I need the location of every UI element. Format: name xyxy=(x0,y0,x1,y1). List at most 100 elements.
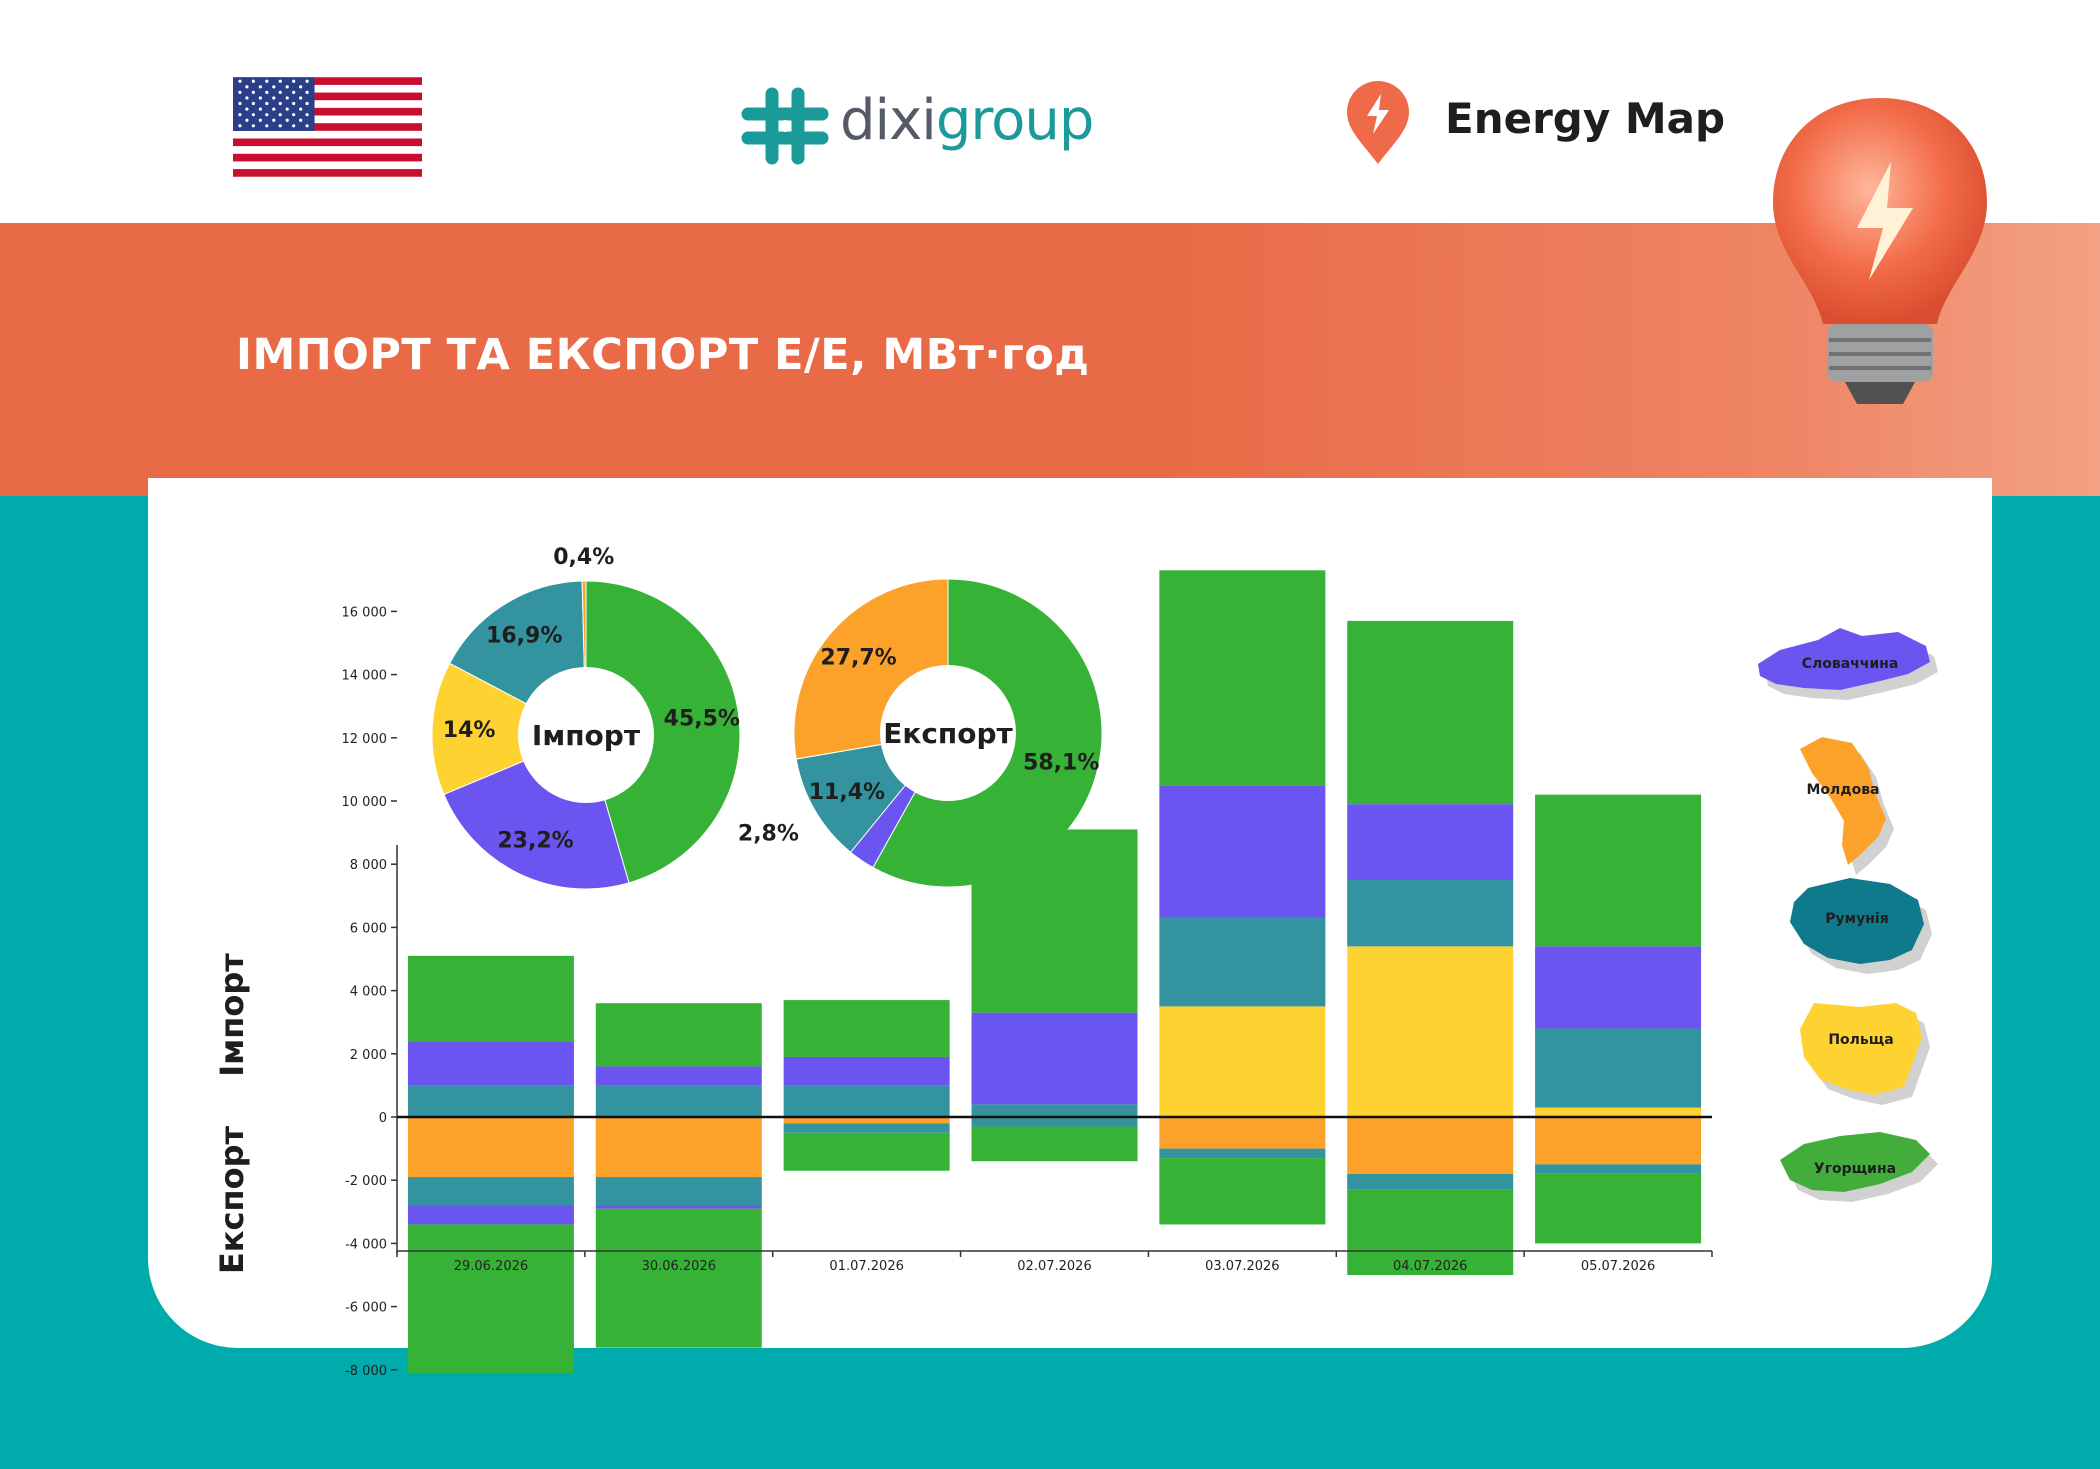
pie-data-label: 0,4% xyxy=(553,545,614,570)
pie-data-label: 45,5% xyxy=(664,707,740,732)
bar-segment-import[interactable] xyxy=(1535,1028,1702,1108)
poland-map-icon xyxy=(1800,1003,1922,1095)
bar-segment-import[interactable] xyxy=(407,1085,574,1117)
bar-segment-import[interactable] xyxy=(783,1056,950,1086)
x-tick-label: 04.07.2026 xyxy=(1393,1259,1467,1274)
hungary-map-icon xyxy=(1780,1132,1930,1192)
bar-segment-import[interactable] xyxy=(595,1066,762,1086)
x-tick-label: 05.07.2026 xyxy=(1581,1259,1655,1274)
bar-segment-export[interactable] xyxy=(971,1117,1138,1127)
bar-segment-export[interactable] xyxy=(595,1177,762,1206)
bar-segment-export[interactable] xyxy=(1535,1117,1702,1165)
bar-segment-export[interactable] xyxy=(971,1126,1138,1162)
bar-segment-export[interactable] xyxy=(407,1117,574,1178)
bar-segment-import[interactable] xyxy=(971,829,1138,1013)
dixigroup-logo-icon xyxy=(741,87,829,165)
bar-segment-import[interactable] xyxy=(783,1085,950,1117)
pie-data-label: 16,9% xyxy=(486,624,562,649)
bar-segment-import[interactable] xyxy=(1347,620,1514,805)
legend-item[interactable]: Румунія xyxy=(1790,878,1932,974)
pie-hole xyxy=(880,665,1016,801)
pie-data-label: 2,8% xyxy=(738,821,799,846)
bar-segment-export[interactable] xyxy=(783,1132,950,1171)
y-tick-label: 8 000 xyxy=(350,858,387,873)
bar-segment-import[interactable] xyxy=(783,1000,950,1057)
bar-segment-import[interactable] xyxy=(1159,570,1326,786)
legend-label: Молдова xyxy=(1806,782,1879,798)
romania-map-icon xyxy=(1790,878,1924,964)
bar-segment-export[interactable] xyxy=(595,1117,762,1178)
energy-map-text: Energy Map xyxy=(1445,94,1726,143)
bar-segment-export[interactable] xyxy=(407,1224,574,1373)
bar-segment-import[interactable] xyxy=(1347,946,1514,1117)
y-tick-label: -2 000 xyxy=(345,1174,387,1189)
pie-export: 58,1% 2,8% 11,4% 27,7% Експорт xyxy=(738,578,1103,888)
y-tick-label: 16 000 xyxy=(342,605,388,620)
pie-hole xyxy=(518,667,654,803)
bar-segment-import[interactable] xyxy=(1159,917,1326,1007)
pie-slice[interactable] xyxy=(431,662,588,796)
bar-segment-export[interactable] xyxy=(1535,1173,1702,1244)
bar-segment-import[interactable] xyxy=(971,1104,1138,1117)
brand-name: dixigroup xyxy=(840,88,1094,153)
bar-segment-export[interactable] xyxy=(783,1123,950,1133)
pie-import: 45,5% 23,2% 14% 16,9% 0,4% Імпорт xyxy=(431,545,741,890)
lightbulb-icon xyxy=(1773,98,1987,404)
y-tick-label: 6 000 xyxy=(350,921,387,936)
energy-map-logo[interactable]: Energy Map xyxy=(1343,80,1726,166)
y-label-export: Експорт xyxy=(213,1126,251,1275)
y-tick-label: -4 000 xyxy=(345,1237,387,1252)
bar-segment-export[interactable] xyxy=(1347,1189,1514,1275)
bar-segment-import[interactable] xyxy=(595,1085,762,1117)
bar-segment-import[interactable] xyxy=(1347,880,1514,947)
bar-segment-export[interactable] xyxy=(1159,1148,1326,1159)
bar-segment-import[interactable] xyxy=(1535,946,1702,1029)
legend-label: Польща xyxy=(1828,1032,1893,1048)
bar-segment-import[interactable] xyxy=(407,955,574,1042)
legend-item[interactable]: Словаччина xyxy=(1758,628,1938,700)
header: dixigroup Energy Map xyxy=(0,0,2100,223)
bar-segment-import[interactable] xyxy=(407,1041,574,1086)
legend-item[interactable]: Молдова xyxy=(1800,737,1894,875)
y-tick-label: 4 000 xyxy=(350,985,387,1000)
title-banner xyxy=(0,223,2100,496)
pie-slice[interactable] xyxy=(585,580,741,884)
pie-data-label: 11,4% xyxy=(809,780,885,805)
x-tick-label: 02.07.2026 xyxy=(1017,1259,1091,1274)
pie-center-title: Імпорт xyxy=(532,719,641,752)
bar-segment-export[interactable] xyxy=(783,1117,950,1124)
y-tick-label: 2 000 xyxy=(350,1048,387,1063)
y-tick-label: 12 000 xyxy=(342,732,388,747)
bar-segment-export[interactable] xyxy=(1535,1164,1702,1174)
bar-segment-import[interactable] xyxy=(595,1003,762,1067)
bar-segment-export[interactable] xyxy=(1159,1117,1326,1149)
y-tick-label: 10 000 xyxy=(342,795,388,810)
us-flag-icon[interactable] xyxy=(233,77,422,177)
bar-segment-import[interactable] xyxy=(1159,785,1326,918)
bar-segment-export[interactable] xyxy=(595,1208,762,1348)
bar-segment-import[interactable] xyxy=(971,1012,1138,1105)
pie-data-label: 23,2% xyxy=(497,829,573,854)
bar-segment-import[interactable] xyxy=(1159,1006,1326,1117)
dixigroup-logo[interactable]: dixigroup xyxy=(740,84,1110,168)
bar-segment-import[interactable] xyxy=(1535,1107,1702,1117)
x-tick-label: 01.07.2026 xyxy=(829,1259,903,1274)
lightning-pin-icon xyxy=(1347,81,1409,164)
moldova-map-icon xyxy=(1800,737,1886,865)
bar-segment-import[interactable] xyxy=(1535,794,1702,947)
bar-segment-export[interactable] xyxy=(407,1177,574,1206)
bar-segment-export[interactable] xyxy=(595,1205,762,1209)
legend-item[interactable]: Польща xyxy=(1800,1003,1930,1105)
legend: Словаччина Молдова Румунія Польща Угорщина xyxy=(1758,628,1938,1202)
bar-segment-export[interactable] xyxy=(407,1205,574,1225)
x-tick-label: 29.06.2026 xyxy=(454,1259,528,1274)
bar-segment-export[interactable] xyxy=(1347,1173,1514,1190)
bar-segment-import[interactable] xyxy=(1347,804,1514,880)
bar-segment-export[interactable] xyxy=(1159,1158,1326,1225)
slovakia-map-icon xyxy=(1758,628,1930,690)
legend-item[interactable]: Угорщина xyxy=(1780,1132,1938,1202)
y-label-import: Імпорт xyxy=(213,953,251,1077)
bar-segment-export[interactable] xyxy=(1347,1117,1514,1174)
page-title: ІМПОРТ ТА ЕКСПОРТ Е/Е, МВт·год xyxy=(236,330,1090,380)
